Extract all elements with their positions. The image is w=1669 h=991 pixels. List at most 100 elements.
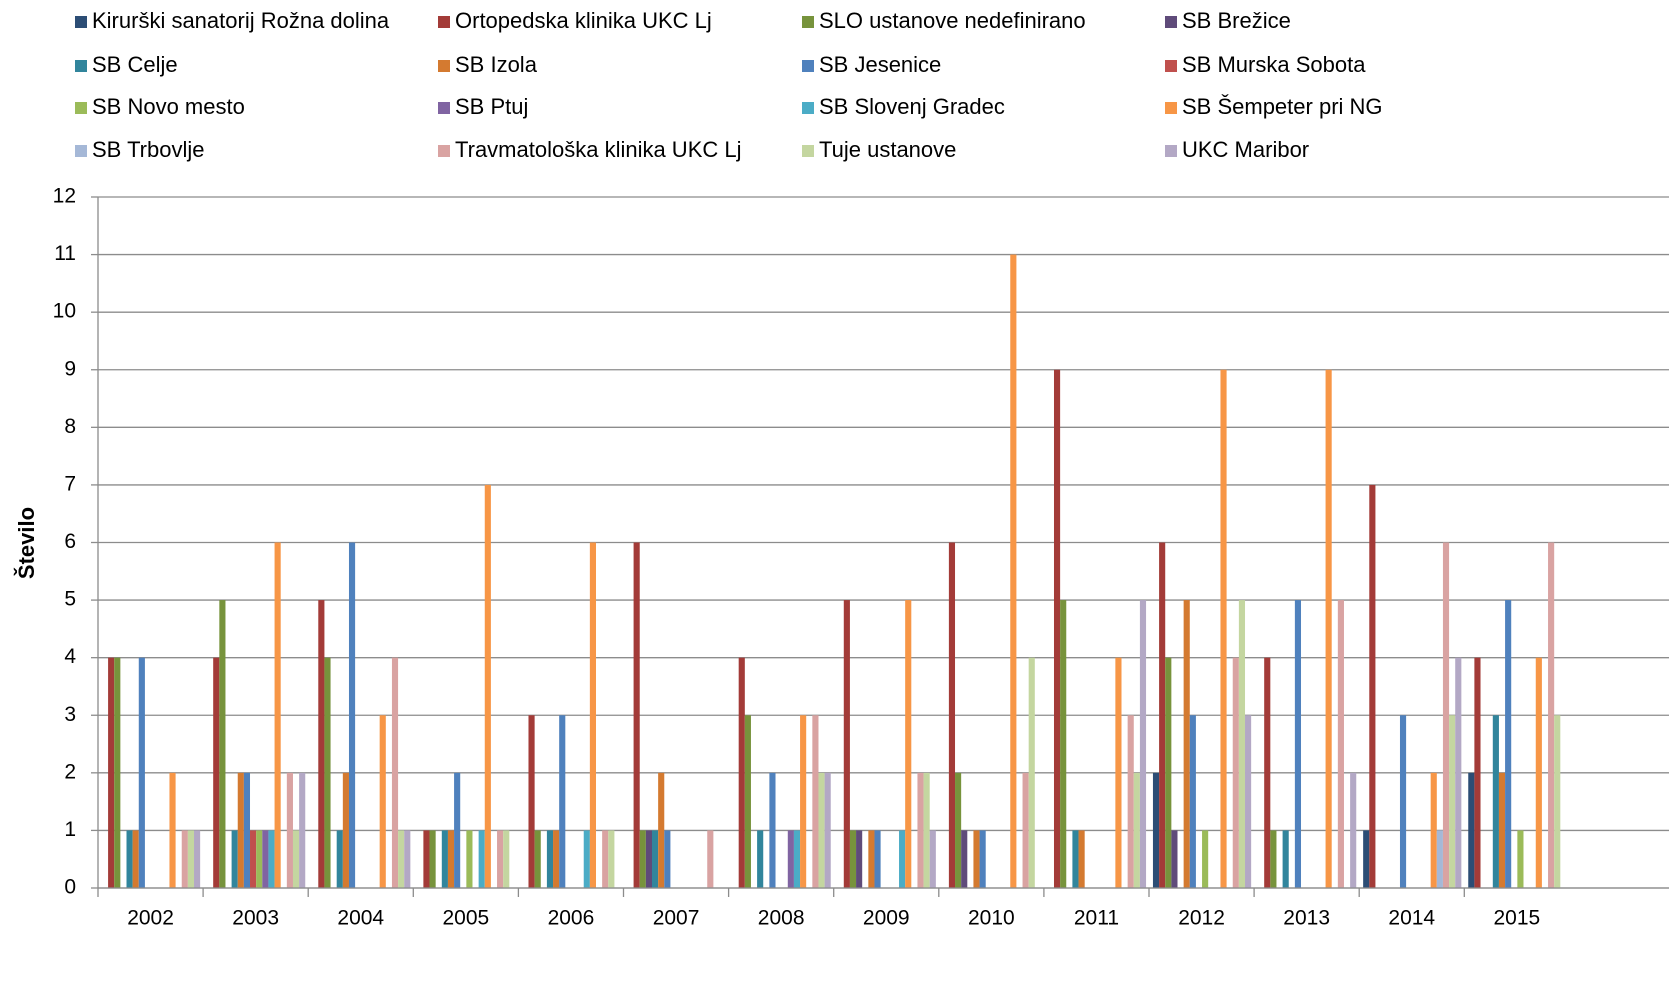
bar [602, 830, 609, 888]
bar [138, 657, 145, 888]
bar [132, 830, 139, 888]
y-tick-label: 4 [64, 645, 76, 668]
bar [1282, 830, 1289, 888]
bar [1554, 715, 1561, 888]
legend-label: UKC Maribor [1182, 137, 1309, 162]
bar [1492, 715, 1499, 888]
legend-label: SB Brežice [1182, 8, 1291, 33]
bar [423, 830, 430, 888]
bar [1152, 772, 1160, 888]
y-tick-label: 8 [64, 415, 76, 438]
bar [757, 830, 764, 888]
bar [213, 657, 220, 888]
bar [1232, 657, 1239, 888]
bar [1072, 830, 1079, 888]
legend-swatch [438, 102, 450, 114]
legend-swatch [438, 16, 450, 28]
bar [1270, 830, 1277, 888]
bar [1139, 600, 1147, 888]
bar [1245, 715, 1252, 888]
bar [404, 830, 411, 888]
bar [256, 830, 263, 888]
bar [466, 830, 473, 888]
bar [899, 830, 906, 888]
bar [1548, 542, 1555, 888]
x-tick-label: 2004 [337, 907, 384, 930]
bar [1159, 542, 1166, 888]
bar [868, 830, 875, 888]
legend-label: Travmatološka klinika UKC Lj [455, 137, 742, 162]
bar [1474, 657, 1481, 888]
bar [738, 657, 745, 888]
bar [948, 542, 956, 888]
y-tick-label: 7 [64, 472, 76, 495]
bar [905, 600, 912, 888]
y-axis-label: Število [14, 507, 39, 579]
bar [181, 830, 188, 888]
bar [639, 830, 646, 888]
y-tick-label: 1 [64, 818, 76, 841]
bar [818, 772, 825, 888]
legend-label: SB Trbovlje [92, 137, 205, 162]
bar [651, 830, 659, 888]
bar [843, 600, 850, 888]
bar [917, 772, 924, 888]
bar [126, 830, 133, 888]
y-tick-label: 10 [53, 300, 76, 323]
x-tick-label: 2010 [968, 907, 1015, 930]
bar [929, 830, 936, 888]
bar [824, 772, 831, 888]
bar [787, 830, 794, 888]
bar [923, 772, 930, 888]
bar [546, 830, 554, 888]
bar [707, 830, 714, 888]
bar [336, 830, 343, 888]
legend-swatch [1165, 60, 1177, 72]
bar [769, 772, 776, 888]
bar [849, 830, 857, 888]
bar [744, 715, 751, 888]
bar [348, 542, 356, 888]
legend-swatch [1165, 145, 1177, 157]
bar [955, 772, 962, 888]
bar [528, 715, 535, 888]
bar [1127, 715, 1134, 888]
bar [108, 657, 115, 888]
bar [1238, 600, 1246, 888]
bar [243, 772, 251, 888]
bar [664, 830, 671, 888]
bar [800, 715, 807, 888]
bar [478, 830, 485, 888]
bar [1363, 830, 1370, 888]
x-tick-label: 2006 [548, 907, 595, 930]
bar [534, 830, 541, 888]
legend-swatch [802, 102, 814, 114]
bar [1010, 254, 1017, 889]
bar [645, 830, 652, 888]
bar [1028, 657, 1035, 888]
legend-swatch [802, 145, 814, 157]
bar [1337, 600, 1344, 888]
bar [658, 772, 665, 888]
x-tick-label: 2008 [758, 907, 805, 930]
bar [1202, 830, 1209, 888]
bar [1455, 657, 1462, 888]
x-tick-label: 2009 [863, 907, 910, 930]
bar [1115, 657, 1122, 888]
bar [1449, 715, 1456, 888]
legend-label: SB Novo mesto [92, 94, 245, 119]
legend-swatch [75, 16, 87, 28]
bar [589, 542, 597, 888]
x-tick-label: 2003 [232, 907, 279, 930]
bar [250, 830, 257, 888]
bar [194, 830, 201, 888]
legend-label: SB Ptuj [455, 94, 528, 119]
bar [342, 772, 349, 888]
bar [1517, 830, 1524, 888]
bar [497, 830, 504, 888]
bar [237, 772, 244, 888]
bar [1189, 715, 1196, 888]
legend-label: SB Šempeter pri NG [1182, 94, 1383, 119]
legend-swatch [1165, 16, 1177, 28]
